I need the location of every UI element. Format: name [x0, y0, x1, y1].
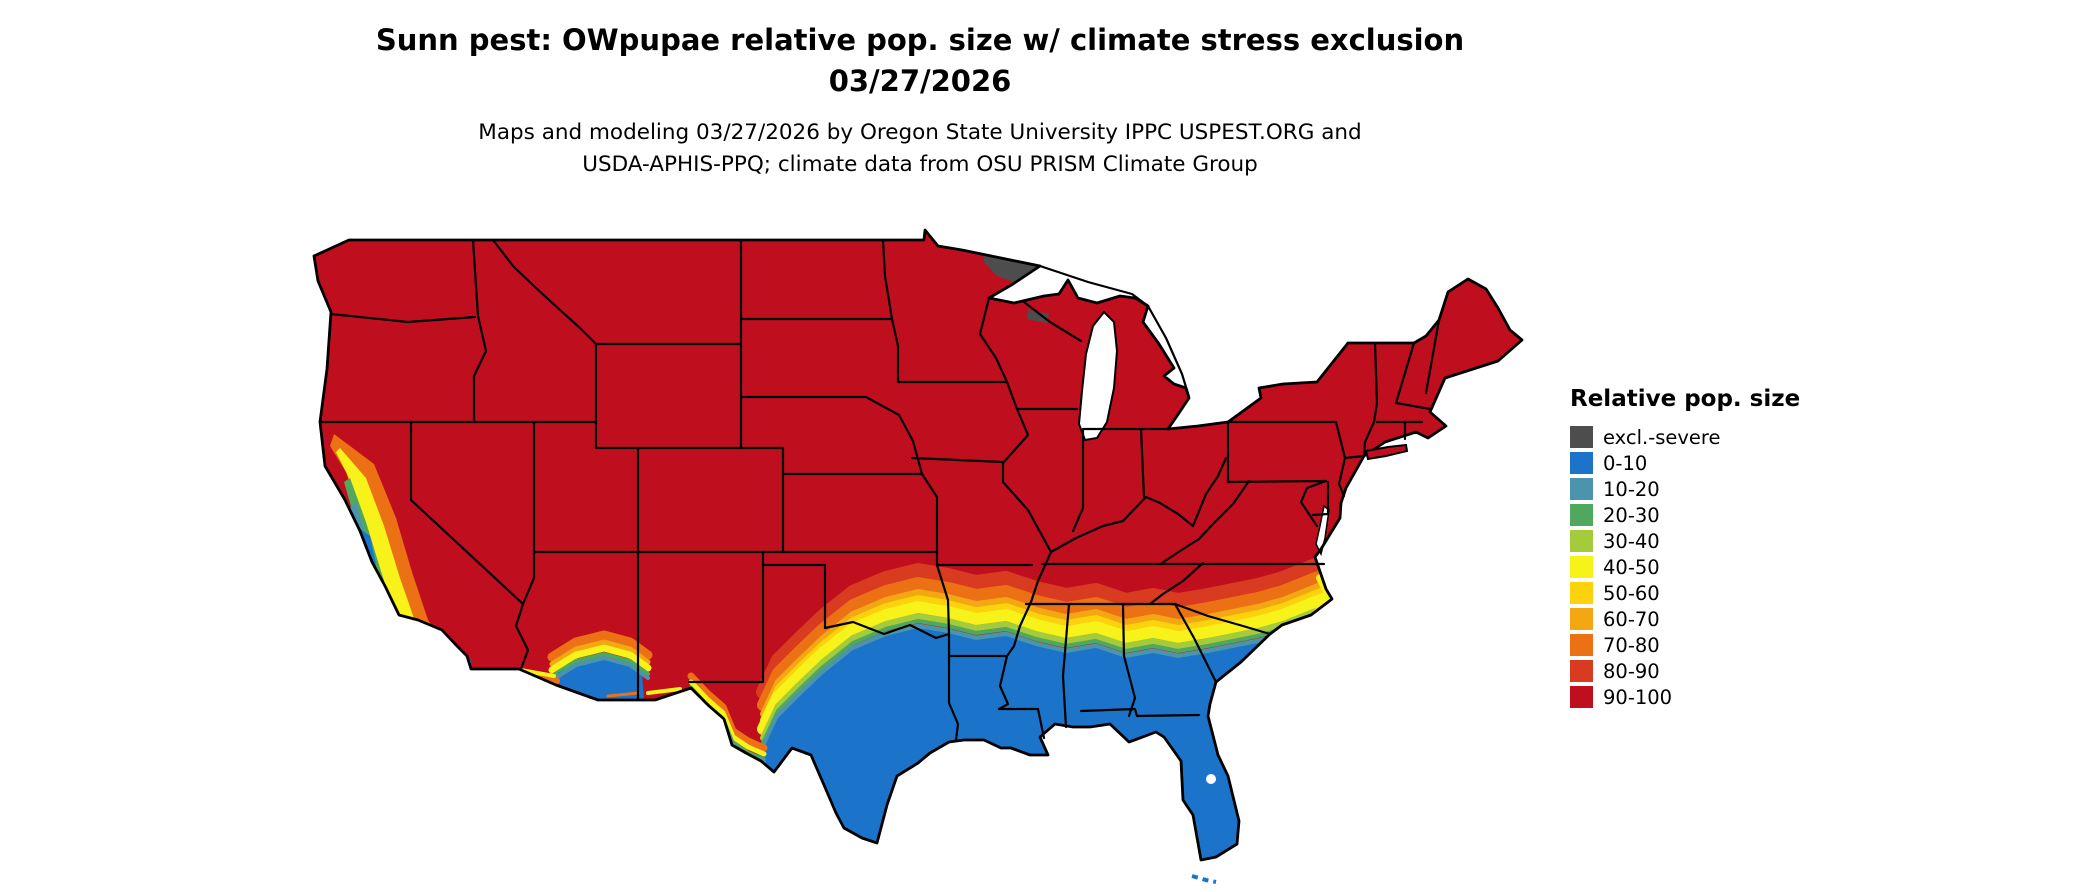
legend-label: 80-90 [1603, 659, 1660, 683]
legend-swatch-40-50 [1570, 556, 1593, 578]
us-map-svg [312, 228, 1524, 884]
credits-line1: Maps and modeling 03/27/2026 by Oregon S… [478, 120, 1362, 146]
california-region-10-20-a [350, 502, 364, 536]
legend-item: 40-50 [1570, 554, 1800, 580]
legend: Relative pop. size excl.-severe 0-10 10-… [1570, 386, 1800, 710]
us-map [308, 226, 1528, 892]
legend-item: 70-80 [1570, 632, 1800, 658]
legend-title: Relative pop. size [1570, 386, 1801, 412]
arizona-region-0-10 [558, 657, 644, 700]
lake-michigan [1077, 310, 1119, 442]
legend-swatch-80-90 [1570, 660, 1593, 682]
legend-swatch-excl-severe [1570, 426, 1593, 448]
california-region-40-50 [336, 448, 468, 688]
legend-item: 80-90 [1570, 658, 1800, 684]
legend-item: 60-70 [1570, 606, 1800, 632]
credits-line2: USDA-APHIS-PPQ; climate data from OSU PR… [582, 152, 1258, 178]
map-header: Sunn pest: OWpupae relative pop. size w/… [120, 20, 1720, 182]
legend-label: 0-10 [1603, 451, 1648, 475]
legend-swatch-20-30 [1570, 504, 1593, 526]
legend-label: 90-100 [1603, 685, 1673, 709]
legend-swatch-30-40 [1570, 530, 1593, 552]
legend-swatch-70-80 [1570, 634, 1593, 656]
legend-label: excl.-severe [1603, 425, 1721, 449]
legend-label: 60-70 [1603, 607, 1660, 631]
legend-swatch-60-70 [1570, 608, 1593, 630]
lake-okeechobee [1206, 774, 1216, 784]
newmexico-band-40-50 [646, 687, 682, 695]
legend-item: excl.-severe [1570, 424, 1800, 450]
legend-label: 20-30 [1603, 503, 1660, 527]
legend-swatch-10-20 [1570, 478, 1593, 500]
region-90-100-base [314, 230, 1522, 860]
map-credits: Maps and modeling 03/27/2026 by Oregon S… [120, 117, 1720, 182]
us-outline [312, 228, 1524, 862]
legend-label: 70-80 [1603, 633, 1660, 657]
legend-label: 30-40 [1603, 529, 1660, 553]
legend-item: 50-60 [1570, 580, 1800, 606]
legend-label: 50-60 [1603, 581, 1660, 605]
map-title-date: 03/27/2026 [828, 63, 1012, 98]
legend-item: 30-40 [1570, 528, 1800, 554]
state-borders [318, 238, 1441, 742]
map-title-line1: Sunn pest: OWpupae relative pop. size w/… [375, 23, 1465, 57]
legend-swatch-50-60 [1570, 582, 1593, 604]
legend-item: 90-100 [1570, 684, 1800, 710]
newmexico-band-70-80 [606, 691, 640, 698]
legend-label: 40-50 [1603, 555, 1660, 579]
legend-item: 20-30 [1570, 502, 1800, 528]
legend-swatch-0-10 [1570, 452, 1593, 474]
florida-keys [1191, 874, 1217, 884]
region-excl-severe-wisconsin [1027, 310, 1049, 323]
legend-item: 0-10 [1570, 450, 1800, 476]
legend-item: 10-20 [1570, 476, 1800, 502]
legend-swatch-90-100 [1570, 686, 1593, 708]
legend-label: 10-20 [1603, 477, 1660, 501]
long-island [1364, 443, 1409, 461]
